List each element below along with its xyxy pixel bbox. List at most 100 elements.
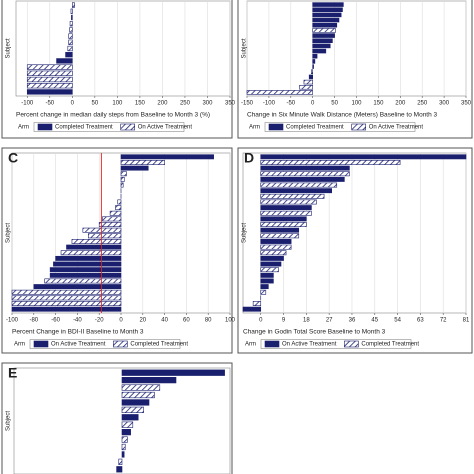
plot-area [13,367,231,474]
legend-label: On Active Treatment [51,342,106,348]
x-tick-label: -100 [6,318,19,324]
x-tick-label: 54 [394,318,401,324]
x-tick-label: -60 [51,318,60,324]
bar [68,33,73,39]
bar [68,39,73,45]
bar [260,233,300,239]
bar [260,160,401,165]
bar [120,165,149,171]
x-tick-label: 0 [71,101,75,107]
bar [115,205,122,211]
x-tick-label: 40 [161,318,168,324]
legend-swatch [351,123,367,131]
bar [312,22,338,28]
x-tick-label: -80 [29,318,38,324]
bar [312,17,340,23]
legend-swatch [33,340,49,348]
x-tick-label: 45 [371,318,378,324]
x-tick-label: 350 [225,101,236,107]
bar [121,443,126,451]
bar [72,2,75,8]
bar [44,278,122,284]
x-tick-label: 100 [225,318,236,324]
bar [308,74,314,80]
bar [260,176,345,182]
bar [312,33,335,38]
legend-swatch [344,340,359,348]
x-tick-label: 0 [259,318,263,324]
x-tick-label: 100 [112,101,123,107]
x-tick-label: -100 [21,101,34,107]
legend-title: Arm [249,125,260,131]
x-tick-label: 200 [395,101,406,107]
y-axis-label: Subject [242,223,248,243]
x-tick-label: -40 [73,318,82,324]
bar [120,160,165,165]
bar [121,384,161,391]
bar [260,205,312,211]
x-tick-label: -50 [286,101,295,107]
legend-title: Arm [18,125,29,131]
bar [11,306,122,312]
bar [299,84,313,90]
bar [26,70,73,76]
bar [260,171,350,177]
bar [312,48,327,54]
bar [260,182,338,188]
bar [312,43,331,49]
legend-label: On Active Treatment [282,342,337,348]
bar [260,255,284,261]
bar [260,165,350,171]
x-tick-label: 18 [303,318,310,324]
x-tick-label: 300 [202,101,213,107]
bar [303,79,314,85]
legend-box [264,122,416,132]
bar [65,52,73,58]
legend-swatch [37,123,53,131]
bar [312,2,344,7]
bar [121,391,155,399]
bar [117,199,122,205]
bar [71,14,73,21]
x-axis-label: Change in Six Minute Walk Distance (Mete… [247,112,438,119]
bar [60,250,122,256]
bar [312,59,316,64]
bar [109,210,122,216]
panel-border [1,147,233,354]
bar [11,289,122,295]
bar [312,7,343,13]
legend-box [260,339,412,349]
bar [88,233,122,239]
bar [102,216,122,222]
bar [82,227,122,233]
x-tick-label: 250 [417,101,428,107]
x-tick-label: -50 [45,101,54,107]
bar [260,239,292,244]
legend-box [33,122,185,132]
x-tick-label: 81 [463,318,470,324]
bar [118,458,123,465]
bar [260,289,267,295]
x-tick-label: 80 [205,318,212,324]
bar [260,267,279,273]
bar [311,69,313,75]
legend-label: Completed Treatment [361,342,419,348]
legend-title: Arm [245,342,256,348]
x-tick-label: 50 [331,101,338,107]
panel-border [1,0,233,139]
bar [312,12,342,18]
legend-label: On Active Treatment [369,125,424,131]
bar [260,250,287,256]
bar [260,227,300,233]
bar [260,216,307,222]
x-tick-label: 150 [373,101,384,107]
bar [26,76,73,83]
x-tick-label: 0 [311,101,315,107]
bar [70,8,73,14]
bar [49,272,122,278]
x-tick-label: 63 [417,318,424,324]
legend-label: On Active Treatment [138,125,193,131]
y-axis-label: Subject [242,38,248,58]
legend-swatch [120,123,136,131]
